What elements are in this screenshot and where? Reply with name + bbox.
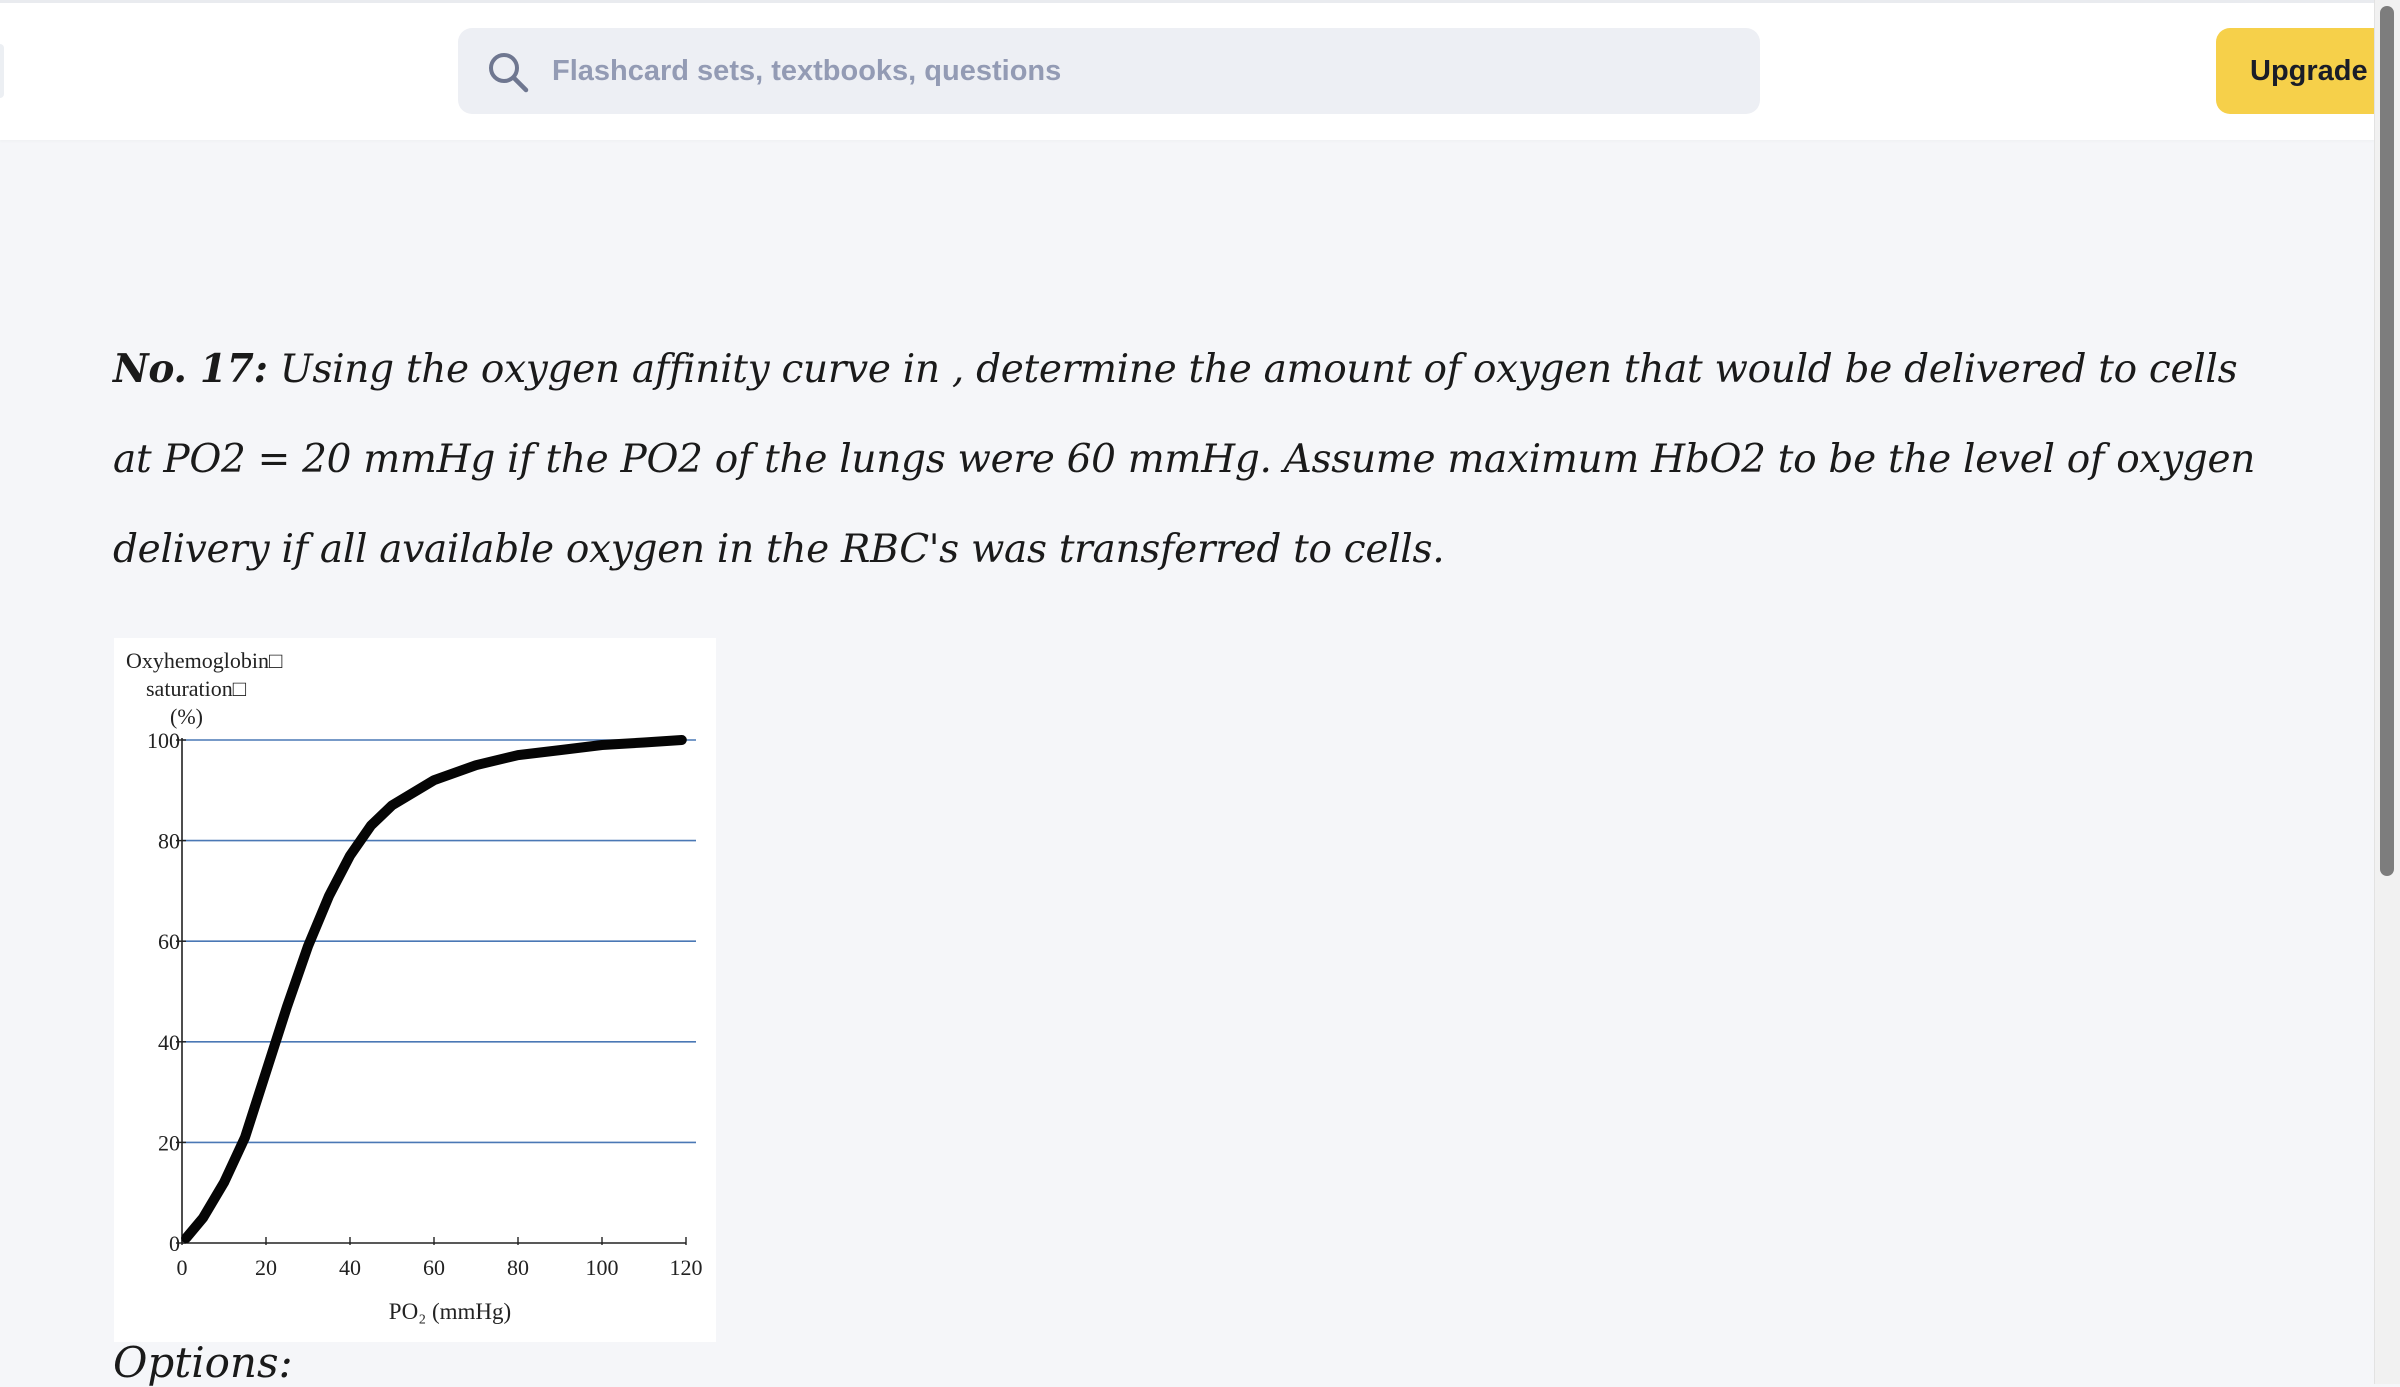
y-tick-label-80: 80 (158, 829, 180, 854)
search-icon (489, 53, 529, 93)
question-number: No. 17: (113, 346, 268, 392)
y-tick-label-20: 20 (158, 1130, 180, 1155)
question-text-block: No. 17: Using the oxygen affinity curve … (113, 324, 2263, 595)
x-tick-label-120: 120 (670, 1255, 703, 1280)
header-top-border (0, 0, 2374, 3)
y-axis-label-line-1: Oxyhemoglobin□ (126, 648, 282, 673)
y-tick-label-100: 100 (147, 728, 180, 753)
question-body: Using the oxygen affinity curve in , det… (113, 347, 2256, 572)
x-tick-label-80: 80 (507, 1255, 529, 1280)
y-tick-label-40: 40 (158, 1030, 180, 1055)
y-tick-label-0: 0 (169, 1231, 180, 1256)
top-header: Upgrade (0, 0, 2396, 140)
y-axis-label-line-2: saturation□ (146, 676, 246, 701)
x-tick-label-0: 0 (177, 1255, 188, 1280)
search-input[interactable] (552, 28, 1702, 114)
search-bar[interactable] (458, 28, 1760, 114)
y-tick-label-60: 60 (158, 929, 180, 954)
x-tick-label-20: 20 (255, 1255, 277, 1280)
scrollbar-thumb[interactable] (2380, 6, 2394, 876)
left-edge-element (0, 44, 4, 98)
oxygen-saturation-curve (181, 735, 687, 1243)
x-axis-label: PO₂ (mmHg) (389, 1299, 511, 1324)
options-heading: Options: (113, 1338, 293, 1387)
chart-svg: 0 20 40 60 80 100 0 20 40 60 80 100 120 Oxyhemoglobin… (126, 648, 703, 1324)
x-tick-label-100: 100 (586, 1255, 619, 1280)
oxygen-affinity-chart: 0 20 40 60 80 100 0 20 40 60 80 100 120 Oxyhemoglobin… (114, 638, 716, 1342)
x-tick-label-40: 40 (339, 1255, 361, 1280)
upgrade-button[interactable]: Upgrade (2216, 28, 2396, 114)
x-tick-label-60: 60 (423, 1255, 445, 1280)
y-axis-label-line-3: (%) (170, 704, 203, 729)
